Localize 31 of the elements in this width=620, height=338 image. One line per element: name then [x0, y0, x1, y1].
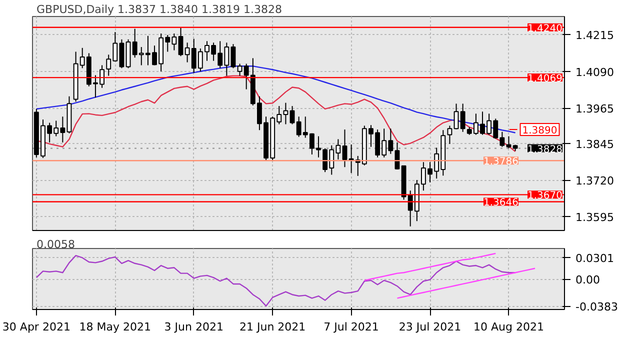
- annotation: 1.3890: [522, 125, 558, 136]
- y-tick-label: 1.3965: [576, 102, 614, 116]
- x-tick-label: 18 May 2021: [79, 320, 152, 334]
- ref-line-label: 1.3646: [484, 198, 519, 209]
- x-tick-label: 10 Aug 2021: [474, 320, 544, 334]
- candlestick: [290, 106, 295, 125]
- chart-title: GBPUSD,Daily 1.3837 1.3840 1.3819 1.3828: [36, 3, 282, 16]
- candlestick: [342, 129, 348, 168]
- y-tick-label: 1.3595: [576, 211, 614, 224]
- y-tick-label: 1.4215: [576, 29, 614, 42]
- y-tick-label: 0.0301: [576, 252, 614, 266]
- candlestick: [178, 26, 184, 57]
- candlestick: [454, 103, 459, 130]
- x-tick-label: 21 Jun 2021: [240, 320, 306, 334]
- x-tick-label: 7 Jul 2021: [324, 320, 379, 334]
- candlestick: [230, 44, 236, 69]
- candlestick: [506, 136, 512, 149]
- chart-title: 0.0058: [36, 238, 75, 251]
- line-series: [36, 254, 516, 307]
- line-series: [364, 252, 496, 282]
- candlestick: [460, 103, 466, 132]
- y-tick-label: 1.3720: [576, 174, 614, 188]
- y-tick-label: 1.3845: [576, 138, 614, 151]
- line-series: [396, 268, 536, 299]
- y-tick-label: 0.00: [576, 274, 600, 286]
- x-tick-label: 23 Jul 2021: [398, 320, 462, 334]
- y-tick-label: -0.0383: [576, 300, 618, 314]
- x-tick-label: 3 Jun 2021: [164, 320, 224, 334]
- y-tick-label: 1.4090: [576, 66, 614, 79]
- candlestick: [447, 125, 452, 144]
- x-tick-label: 30 Apr 2021: [2, 320, 70, 334]
